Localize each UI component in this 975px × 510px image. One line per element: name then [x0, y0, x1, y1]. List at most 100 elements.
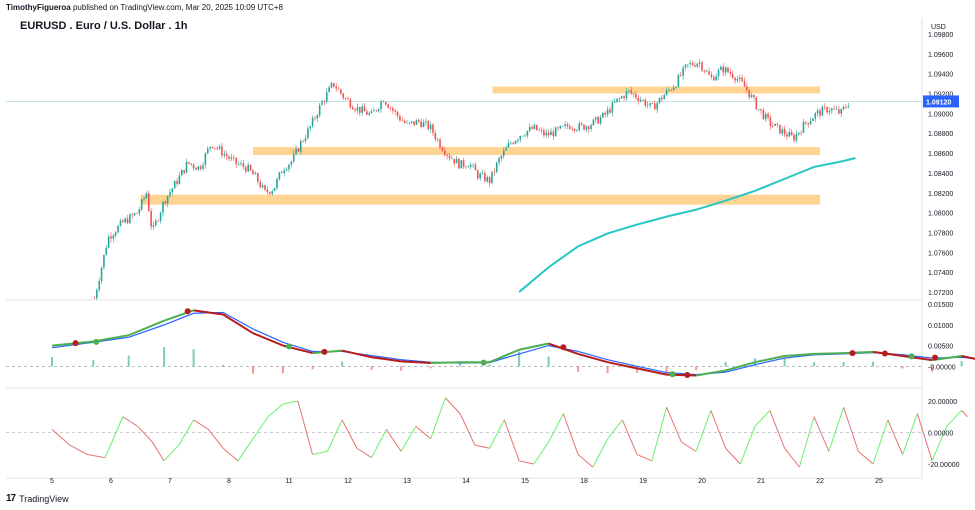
- price-tick-label: 1.09800: [928, 32, 953, 39]
- osc-line-segment: [444, 397, 461, 414]
- macd-histogram-bar: [127, 355, 130, 367]
- osc-line-segment: [51, 428, 71, 446]
- osc-layer: [51, 397, 968, 468]
- macd-line-segment: [51, 340, 94, 347]
- candle-body: [302, 141, 304, 142]
- candle-body: [670, 89, 673, 91]
- candle-body: [748, 89, 750, 98]
- candle-body: [528, 126, 531, 131]
- candle-body: [136, 213, 138, 214]
- macd-histogram-bar: [192, 349, 195, 367]
- candle-body: [722, 66, 725, 73]
- candle-body: [413, 121, 415, 125]
- candle-body: [738, 77, 741, 80]
- candle-body: [103, 254, 105, 268]
- macd-cross-dot: [932, 354, 939, 361]
- candle-body: [781, 129, 784, 134]
- candle-body: [812, 118, 814, 122]
- candle-body: [802, 121, 805, 133]
- time-tick-label: 25: [875, 478, 883, 485]
- osc-line-segment: [356, 447, 372, 459]
- candle-body: [524, 135, 526, 137]
- candle-body: [389, 107, 392, 109]
- candle-body: [429, 124, 432, 130]
- candle-body: [197, 166, 200, 170]
- candle-body: [502, 150, 505, 156]
- candle-body: [359, 107, 361, 113]
- macd-line-segment: [518, 342, 549, 351]
- candle-body: [561, 125, 564, 127]
- candle-body: [734, 77, 736, 81]
- published-info: published on TradingView.com, Mar 20, 20…: [72, 3, 283, 12]
- candle-body: [292, 153, 295, 162]
- osc-line-segment: [548, 413, 564, 443]
- candle-body: [354, 109, 356, 111]
- macd-histogram-bar: [429, 366, 432, 369]
- osc-tick-label: -20.00000: [928, 462, 960, 469]
- osc-line-segment: [813, 416, 830, 452]
- footer-brand[interactable]: 17 TradingView: [6, 493, 69, 504]
- osc-line-segment: [562, 413, 579, 455]
- candle-body: [278, 172, 281, 180]
- time-tick-label: 5: [50, 478, 54, 485]
- candle-body: [408, 122, 411, 124]
- candle-body: [578, 123, 581, 130]
- candle-body: [107, 236, 110, 248]
- candle-body: [249, 164, 252, 171]
- candle-body: [819, 110, 821, 116]
- candle-body: [110, 236, 112, 239]
- macd-histogram-bar: [960, 361, 963, 367]
- osc-line-segment: [902, 413, 918, 455]
- macd-histogram-bar: [547, 356, 550, 367]
- candle-body: [176, 181, 178, 184]
- time-tick-label: 18: [580, 478, 588, 485]
- candle-body: [223, 154, 226, 156]
- candle-body: [538, 130, 540, 131]
- candle-body: [845, 107, 847, 108]
- candle-body: [637, 97, 640, 101]
- osc-line-segment: [739, 426, 756, 465]
- price-tick-label: 1.08800: [928, 131, 953, 138]
- candle-body: [114, 232, 117, 236]
- osc-line-segment: [489, 419, 505, 449]
- macd-layer: [51, 308, 975, 379]
- time-tick-label: 15: [521, 478, 529, 485]
- candle-body: [679, 74, 682, 76]
- macd-line-segment: [754, 354, 785, 364]
- candle-body: [157, 220, 159, 222]
- macd-tick-label: 0.00500: [928, 344, 953, 351]
- macd-histogram-bar: [665, 366, 668, 374]
- osc-line-segment: [946, 410, 962, 427]
- osc-line-segment: [400, 425, 417, 452]
- candle-body: [838, 109, 840, 114]
- grid-layer: [6, 18, 923, 479]
- candle-body: [131, 214, 134, 216]
- candle-body: [708, 71, 710, 75]
- author-name: TimothyFigueroa: [6, 3, 71, 12]
- candle-body: [337, 88, 340, 90]
- candle-body: [415, 120, 418, 125]
- candle-body: [124, 218, 126, 223]
- candle-body: [656, 102, 658, 110]
- candle-body: [597, 117, 599, 124]
- candle-body: [448, 155, 451, 159]
- candle-body: [828, 110, 831, 113]
- candle-body: [772, 125, 774, 127]
- candle-body: [554, 127, 557, 137]
- candle-body: [776, 123, 779, 125]
- candle-body: [491, 171, 493, 184]
- candle-body: [273, 187, 276, 192]
- osc-line-segment: [710, 410, 727, 449]
- candle-body: [545, 132, 548, 136]
- candle-body: [757, 109, 760, 110]
- candle-body: [493, 171, 496, 173]
- candle-body: [710, 74, 713, 77]
- osc-line-segment: [151, 441, 165, 462]
- candle-body: [762, 110, 765, 120]
- candle-body: [276, 179, 278, 188]
- candle-body: [566, 124, 569, 127]
- candle-body: [133, 213, 136, 216]
- time-tick-label: 7: [168, 478, 172, 485]
- macd-line-segment: [401, 360, 431, 365]
